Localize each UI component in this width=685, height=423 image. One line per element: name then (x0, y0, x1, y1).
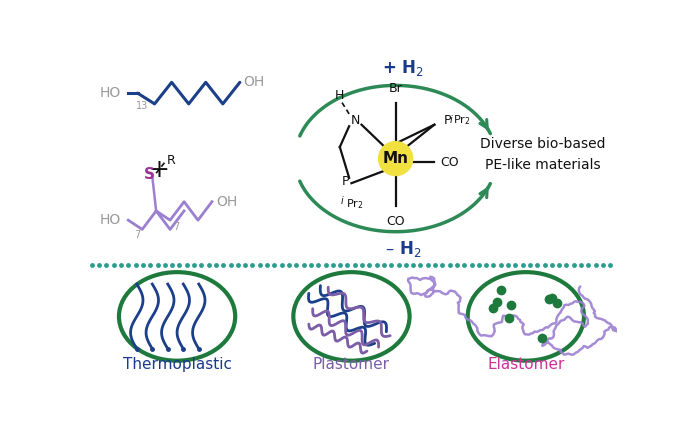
Text: CO: CO (440, 156, 458, 169)
Text: Pr$_2$: Pr$_2$ (346, 197, 364, 211)
Text: i: i (341, 195, 344, 206)
Text: Mn: Mn (383, 151, 409, 166)
Text: S: S (144, 167, 155, 182)
Text: HO: HO (99, 213, 121, 227)
Text: OH: OH (244, 75, 265, 89)
Text: H: H (335, 89, 345, 102)
Text: Thermoplastic: Thermoplastic (123, 357, 232, 372)
Text: Elastomer: Elastomer (487, 357, 564, 372)
Text: – H$_2$: – H$_2$ (385, 239, 421, 258)
Text: Diverse bio-based
PE-like materials: Diverse bio-based PE-like materials (480, 137, 606, 172)
Text: Br: Br (389, 82, 403, 96)
Text: + H$_2$: + H$_2$ (382, 58, 425, 79)
Text: OH: OH (216, 195, 237, 209)
Text: N: N (351, 113, 360, 126)
Text: 7: 7 (134, 230, 140, 240)
Text: +: + (149, 158, 170, 182)
Text: 7: 7 (173, 222, 179, 232)
Text: CO: CO (386, 215, 405, 228)
Text: P: P (342, 175, 349, 188)
Circle shape (379, 142, 412, 176)
Text: 13: 13 (136, 101, 148, 111)
Text: R: R (167, 154, 176, 168)
Text: Pr$_2$: Pr$_2$ (453, 113, 471, 127)
Text: Plastomer: Plastomer (313, 357, 390, 372)
Text: i: i (450, 115, 453, 125)
Text: HO: HO (99, 86, 121, 100)
Text: P: P (444, 113, 451, 126)
